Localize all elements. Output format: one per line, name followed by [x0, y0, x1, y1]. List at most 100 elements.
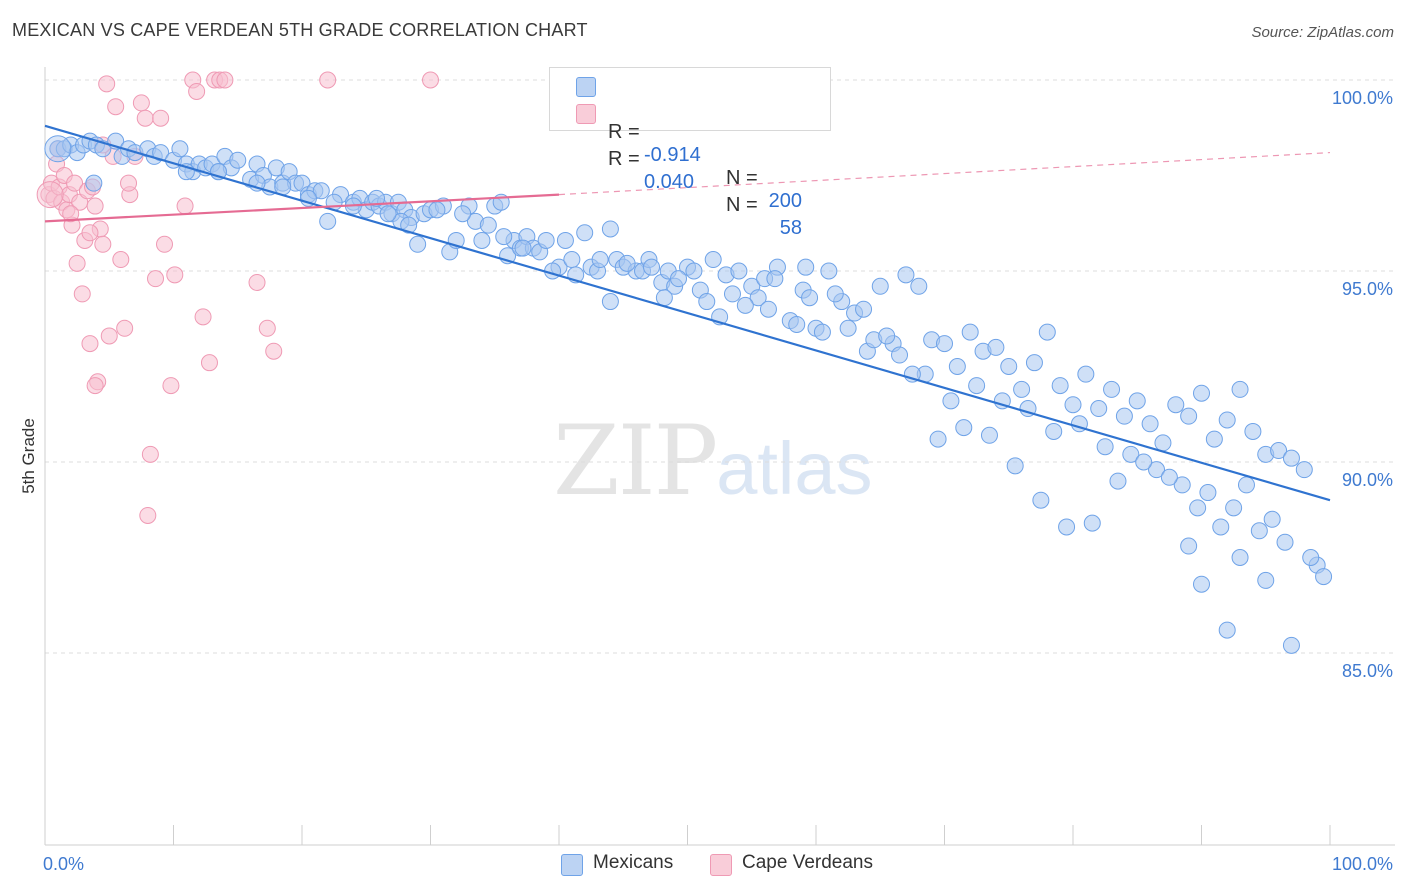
capeverdeans-point: [94, 235, 112, 253]
capeverdeans-point: [36, 181, 64, 209]
capeverdeans-points: [36, 71, 439, 524]
mexicans-point: [1193, 384, 1210, 402]
capeverdeans-point: [68, 254, 86, 272]
mexicans-point: [1000, 358, 1018, 375]
mexicans-point: [1231, 549, 1249, 566]
y-tick-label: 95.0%: [1342, 279, 1393, 299]
mexicans-point: [1025, 354, 1043, 372]
mexicans-point: [1193, 575, 1210, 593]
capeverdeans-point: [422, 71, 439, 89]
tick-labels: 85.0% 90.0% 95.0% 100.0% 0.0% 100.0% 5th Grade: [19, 88, 1393, 874]
n-label: N =: [726, 167, 758, 189]
mexicans-point: [929, 430, 947, 448]
mexicans-point: [1167, 396, 1185, 414]
mexicans-point: [730, 262, 748, 280]
mexicans-point: [1083, 514, 1101, 532]
mexicans-point: [1257, 571, 1275, 589]
capeverdeans-point: [136, 109, 154, 127]
mexicans-point: [1096, 438, 1114, 456]
mexicans-point: [955, 419, 973, 437]
mexicans-point: [655, 289, 673, 307]
mexicans-points: [44, 132, 1333, 654]
mexicans-point: [1212, 518, 1230, 536]
stats-legend: R = -0.914 N = 200 R = 0.040 N = 58: [549, 67, 831, 239]
mexicans-point: [428, 201, 446, 219]
capeverdeans-point: [248, 273, 266, 291]
mexicans-point: [1282, 636, 1300, 654]
mexicans-point: [1295, 461, 1313, 479]
mexicans-point: [556, 231, 574, 249]
mexicans-point: [1135, 453, 1153, 471]
mexicans-point: [454, 205, 472, 223]
capeverdeans-trend-line: [44, 193, 560, 223]
capeverdeans-point: [139, 506, 157, 524]
capeverdeans-trend-extension: [558, 151, 1331, 196]
capeverdeans-point: [176, 197, 194, 215]
mexicans-point: [1122, 445, 1140, 463]
series-legend: Mexicans Cape Verdeans: [0, 852, 1406, 878]
mexicans-point: [1006, 457, 1024, 475]
mexicans-point: [643, 258, 661, 276]
mexicans-point: [1032, 491, 1050, 509]
mexicans-point: [980, 426, 998, 444]
capeverdeans-point: [200, 354, 218, 372]
mexicans-point: [897, 266, 915, 284]
mexicans-point: [1237, 476, 1255, 494]
mexicans-point: [1013, 380, 1031, 398]
mexicans-point: [1263, 510, 1281, 528]
watermark: ZIPatlas: [553, 405, 873, 517]
mexicans-point: [1189, 499, 1207, 517]
mexicans-point: [961, 323, 979, 341]
mexicans-point: [1051, 377, 1069, 395]
capeverdeans-point: [162, 377, 180, 395]
r-value: -0.914: [644, 144, 701, 166]
legend-label: Mexicans: [593, 852, 674, 873]
y-tick-label: 90.0%: [1342, 470, 1393, 490]
capeverdeans-point: [120, 174, 138, 192]
mexicans-point: [400, 216, 418, 234]
mexicans-point: [409, 235, 427, 253]
mexicans-point: [1077, 365, 1095, 383]
mexicans-point: [839, 319, 857, 337]
capeverdeans-point: [194, 308, 212, 326]
x-tick-label: 0.0%: [43, 854, 84, 874]
y-tick-label: 100.0%: [1332, 88, 1393, 108]
mexicans-point: [1315, 568, 1333, 586]
mexicans-point: [1180, 407, 1198, 425]
capeverdeans-point: [188, 82, 206, 100]
grid-lines: [45, 79, 1395, 654]
n-value: 58: [779, 217, 802, 239]
mexicans-point: [229, 151, 247, 169]
trend-lines: [44, 124, 1331, 502]
mexicans-swatch: [576, 77, 596, 97]
y-axis-label: 5th Grade: [19, 418, 38, 494]
mexicans-point: [1038, 323, 1056, 341]
mexicans-point: [736, 296, 754, 314]
mexicans-point: [788, 315, 806, 333]
mexicans-point: [1128, 392, 1146, 410]
watermark-atlas: atlas: [716, 427, 873, 510]
mexicans-point: [1045, 422, 1063, 440]
mexicans-point: [1154, 434, 1172, 452]
mexicans-point: [1244, 422, 1262, 440]
legend-row-capeverdeans: R = 0.040 N = 58: [576, 102, 802, 239]
mexicans-point: [312, 182, 330, 200]
mexicans-point: [871, 277, 889, 295]
n-value: 200: [768, 190, 802, 212]
mexicans-point: [1058, 518, 1076, 536]
capeverdeans-point: [166, 266, 184, 284]
mexicans-point: [1218, 411, 1236, 429]
capeverdeans-point: [100, 327, 118, 345]
mexicans-point: [968, 377, 986, 395]
r-value: 0.040: [644, 171, 695, 193]
mexicans-point: [948, 358, 966, 375]
mexicans-point: [698, 293, 716, 311]
mexicans-point: [1250, 522, 1268, 540]
mexicans-point: [1302, 549, 1320, 566]
mexicans-point: [942, 392, 960, 410]
mexicans-point: [670, 270, 688, 288]
mexicans-point: [44, 135, 72, 163]
mexicans-point: [704, 251, 722, 269]
capeverdeans-legend-swatch: [710, 854, 732, 876]
chart-title: MEXICAN VS CAPE VERDEAN 5TH GRADE CORREL…: [12, 20, 588, 40]
